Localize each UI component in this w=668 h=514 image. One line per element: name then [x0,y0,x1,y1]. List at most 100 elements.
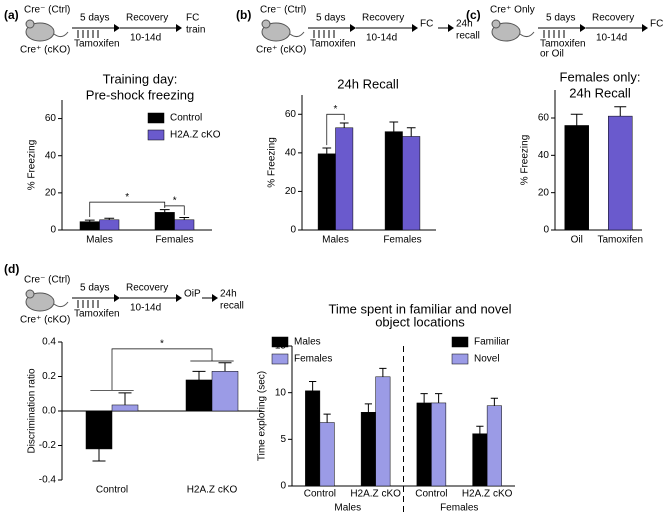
error-bar [406,127,416,137]
y-tick-label: 60 [285,109,297,120]
significance-bracket [89,201,166,217]
error-bar [322,147,332,154]
group-label: Females [440,503,478,514]
mouse-tail [53,301,69,308]
chart-subtitle: 24h Recall [569,85,631,100]
arrow-head [580,24,586,32]
error-bar [159,209,170,213]
cre-label: Cre⁻ (Ctrl) [24,5,70,16]
legend-swatch [451,336,469,348]
injection-label: Tamoxifen [540,39,586,50]
x-tick-label: Males [86,235,113,246]
mouse-icon [25,22,55,42]
mouse-tail [289,31,305,38]
x-tick-label: Oil [571,235,583,246]
end-label: FC [186,13,199,24]
error-bar [420,393,428,403]
arrow-head [448,24,454,32]
error-bar [92,448,106,462]
bar [472,433,488,487]
recovery-label: 10-14d [596,33,627,44]
error-bar [309,380,317,391]
panel-label: (b) [236,8,251,22]
cre-label: Cre⁺ (cKO) [20,45,70,56]
error-bar [323,413,331,423]
panel-label: (c) [466,8,481,22]
arrow-head [114,24,120,32]
error-bar [218,362,232,372]
recovery-label: 10-14d [130,303,161,314]
significance-bracket [326,113,345,146]
end-label: 24h [456,19,473,30]
y-tick-label: 15 [275,341,287,352]
bar [99,219,120,231]
legend-label: Females [294,354,332,365]
x-tick-label: Females [383,235,421,246]
error-bar [339,122,349,128]
mouse-tail [519,31,535,38]
significance-bracket [164,205,185,216]
end-label: recall [456,31,480,42]
y-axis-label: % Freezing [520,135,531,186]
error-bar [490,397,498,406]
bar [319,422,335,487]
bar [608,115,633,231]
error-bar [476,425,484,434]
chart-subtitle: object locations [375,314,465,329]
arrow-head [412,24,418,32]
y-tick-label: 0 [280,481,286,492]
y-tick-label: -0.4 [39,475,57,486]
mouse-ear [25,19,35,29]
recovery-label: Recovery [126,283,168,294]
y-tick-label: 0 [290,225,296,236]
x-tick-label: Tamoxifen [597,235,643,246]
bar [431,402,447,487]
bar [564,125,589,231]
bar [416,402,432,487]
x-tick-label: Control [304,489,336,500]
legend-label: H2A.Z cKO [170,130,221,141]
chart-title: Training day: [103,71,178,86]
mouse-tail [53,31,69,38]
y-tick-label: 20 [538,187,550,198]
significance-star: * [173,195,177,206]
arrow-head [350,24,356,32]
bar [486,405,502,487]
end-label: 24h [220,289,237,300]
legend-swatch [271,336,289,348]
y-tick-label: -0.2 [39,440,57,451]
y-tick-label: 40 [538,150,550,161]
bar [85,410,113,450]
legend-label: Males [294,337,321,348]
cre-label: Cre⁻ (Ctrl) [260,5,306,16]
x-tick-label: H2A.Z cKO [350,489,401,500]
cre-label: Cre⁺ (cKO) [20,315,70,326]
x-tick-label: H2A.Z cKO [462,489,513,500]
group-label: Males [334,503,361,514]
days-label: 5 days [546,13,575,24]
y-tick-label: 40 [45,150,57,161]
significance-bracket [111,348,213,391]
mouse-ear [261,19,271,29]
legend-swatch [147,112,165,124]
mouse-ear [491,19,501,29]
test-label: FC [420,19,433,30]
bar [79,221,100,231]
mouse-icon [261,22,291,42]
y-tick-label: 20 [285,186,297,197]
legend-label: Control [170,113,202,124]
significance-star: * [125,192,129,203]
days-label: 5 days [316,13,345,24]
error-bar [364,403,373,413]
error-bar [389,121,399,132]
y-tick-label: 0.0 [42,406,56,417]
bar [154,212,175,231]
error-bar [434,393,443,403]
error-bar [570,113,583,126]
error-bar [192,370,206,380]
bar [402,136,421,231]
bar [211,371,239,412]
chart-title: Females only: [560,69,641,84]
mouse-icon [25,292,55,312]
